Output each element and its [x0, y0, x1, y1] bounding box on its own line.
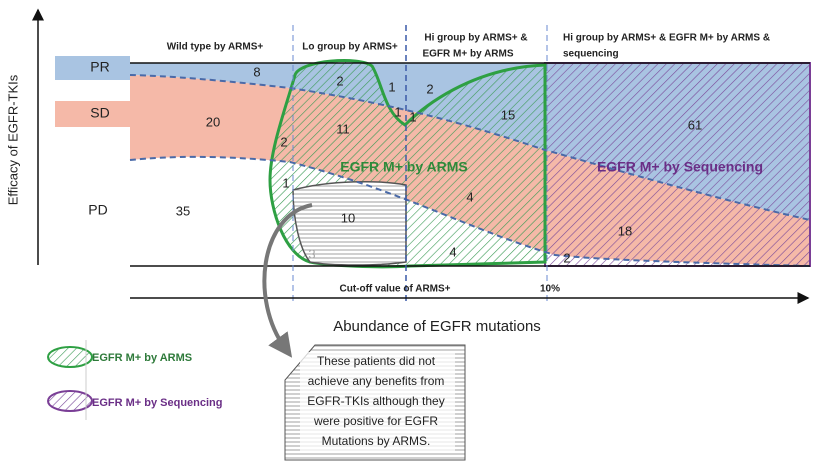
region-count: 8 — [253, 64, 260, 79]
group-label: EGFR M+ by ARMS — [422, 49, 513, 60]
response-label: PD — [88, 202, 107, 218]
callout-text: EGFR-TKIs although they — [307, 394, 444, 408]
group-label: Hi group by ARMS+ & — [424, 33, 527, 44]
bands — [32, 8, 811, 461]
region-count: 18 — [618, 223, 632, 238]
region-count: 35 — [176, 203, 190, 218]
group-label: sequencing — [563, 49, 619, 60]
region-label: EGFR M+ by ARMS — [340, 159, 467, 175]
x-axis-label: Abundance of EGFR mutations — [333, 318, 541, 335]
group-label: Hi group by ARMS+ & EGFR M+ by ARMS & — [563, 33, 770, 44]
y-axis-label: Efficacy of EGFR-TKIs — [5, 74, 20, 205]
region-count: 11 — [336, 121, 350, 136]
cutoff-label: 10% — [540, 284, 560, 295]
group-label: Wild type by ARMS+ — [167, 42, 264, 53]
region-count: 3 — [308, 246, 315, 261]
region-count: 2 — [426, 81, 433, 96]
region-count: 4 — [466, 189, 473, 204]
region-count: 4 — [449, 244, 456, 259]
response-label: PR — [90, 59, 109, 75]
region-label: EGFR M+ by Sequencing — [597, 159, 763, 175]
legend-label: EGFR M+ by ARMS — [92, 352, 192, 364]
region-count: 10 — [341, 210, 355, 225]
region-count: 1 — [282, 175, 289, 190]
region-count: 1 — [388, 79, 395, 94]
callout-text: were positive for EGFR — [313, 414, 438, 428]
region-count: 61 — [688, 117, 702, 132]
legend-label: EGFR M+ by Sequencing — [92, 397, 223, 409]
region-count: 1 — [394, 104, 401, 119]
callout-text: These patients did not — [317, 354, 436, 368]
cutoff-label: Cut-off value of ARMS+ — [339, 284, 450, 295]
callout-text: Mutations by ARMS. — [322, 434, 431, 448]
region-count: 2 — [280, 134, 287, 149]
region-count: 2 — [563, 250, 570, 265]
region-count: 1 — [409, 109, 416, 124]
group-label: Lo group by ARMS+ — [302, 42, 398, 53]
response-label: SD — [90, 105, 109, 121]
region-count: 15 — [501, 107, 515, 122]
callout-text: achieve any benefits from — [308, 374, 445, 388]
region-count: 2 — [336, 73, 343, 88]
region-count: 20 — [206, 114, 220, 129]
